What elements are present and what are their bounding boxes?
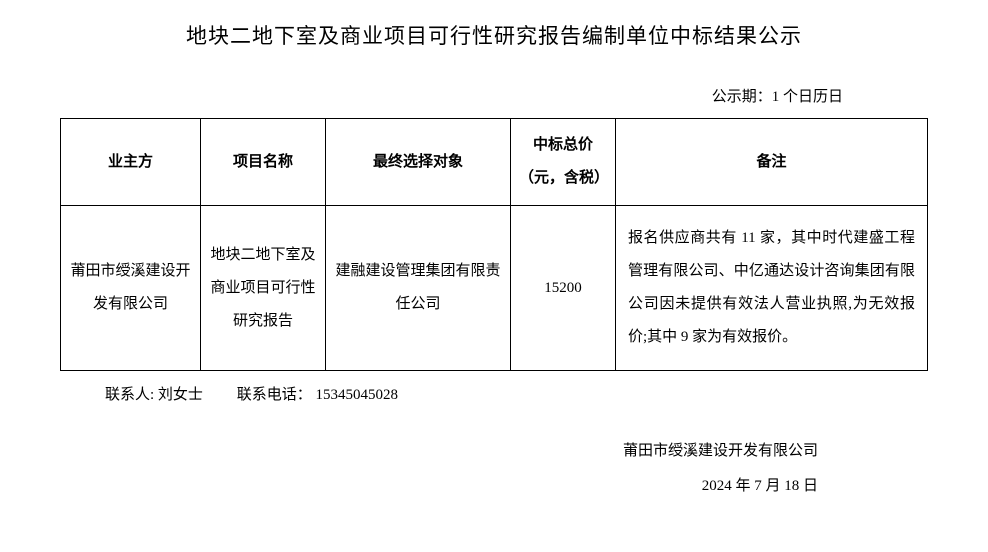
header-winner: 最终选择对象 [326, 119, 511, 206]
cell-price: 15200 [511, 206, 616, 371]
contact-phone: 15345045028 [315, 387, 398, 404]
footer-company: 莆田市绶溪建设开发有限公司 [60, 434, 818, 469]
header-remark: 备注 [616, 119, 928, 206]
bid-result-table: 业主方 项目名称 最终选择对象 中标总价（元，含税） 备注 莆田市绶溪建设开发有… [60, 118, 928, 371]
notice-period: 公示期：1 个日历日 [60, 85, 928, 106]
cell-remark: 报名供应商共有 11 家，其中时代建盛工程管理有限公司、中亿通达设计咨询集团有限… [616, 206, 928, 371]
cell-owner: 莆田市绶溪建设开发有限公司 [61, 206, 201, 371]
table-header-row: 业主方 项目名称 最终选择对象 中标总价（元，含税） 备注 [61, 119, 928, 206]
contact-person: 刘女士 [158, 383, 203, 404]
footer-date: 2024 年 7 月 18 日 [60, 469, 818, 504]
contact-person-label: 联系人: [105, 383, 154, 404]
cell-winner: 建融建设管理集团有限责任公司 [326, 206, 511, 371]
header-owner: 业主方 [61, 119, 201, 206]
document-footer: 莆田市绶溪建设开发有限公司 2024 年 7 月 18 日 [60, 434, 928, 503]
header-price: 中标总价（元，含税） [511, 119, 616, 206]
contact-info: 联系人: 刘女士 联系电话： 15345045028 [60, 383, 928, 404]
document-title: 地块二地下室及商业项目可行性研究报告编制单位中标结果公示 [60, 20, 928, 50]
header-project: 项目名称 [201, 119, 326, 206]
cell-project: 地块二地下室及商业项目可行性研究报告 [201, 206, 326, 371]
contact-phone-label: 联系电话： [237, 383, 312, 404]
table-row: 莆田市绶溪建设开发有限公司 地块二地下室及商业项目可行性研究报告 建融建设管理集… [61, 206, 928, 371]
